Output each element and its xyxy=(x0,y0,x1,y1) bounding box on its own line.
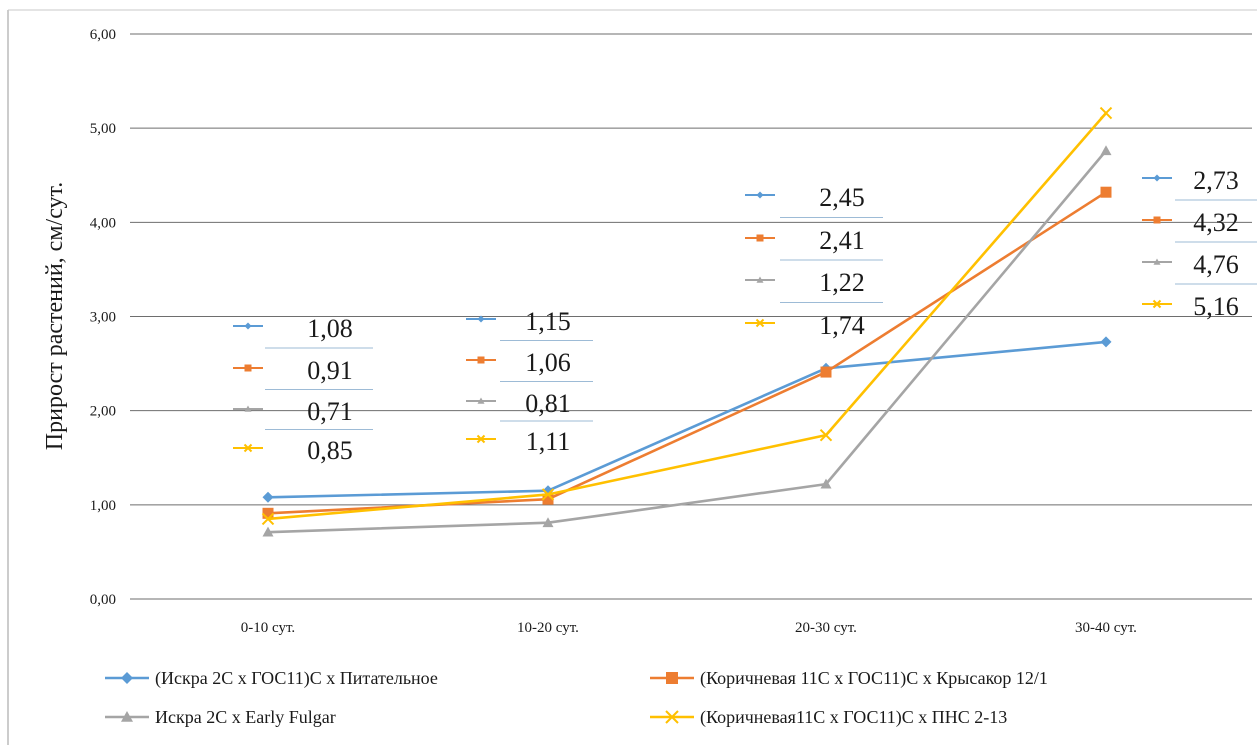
data-label: 1,11 xyxy=(526,427,571,456)
data-point xyxy=(757,192,764,199)
data-label: 2,45 xyxy=(819,183,865,212)
data-point xyxy=(1101,336,1112,347)
data-point xyxy=(263,492,274,503)
data-point xyxy=(1101,108,1112,119)
data-point xyxy=(821,367,832,378)
y-tick-label: 5,00 xyxy=(90,121,116,137)
data-label: 0,91 xyxy=(307,356,353,385)
data-label: 0,81 xyxy=(525,389,571,418)
data-label: 1,22 xyxy=(819,268,865,297)
data-label: 0,85 xyxy=(307,436,353,465)
data-point xyxy=(245,365,252,372)
legend-label: (Коричневая 11С х ГОС11)С х Крысакор 12/… xyxy=(700,668,1048,689)
data-label: 1,15 xyxy=(525,307,571,336)
data-label: 1,74 xyxy=(819,311,865,340)
series-line xyxy=(268,342,1106,497)
data-label: 4,76 xyxy=(1193,250,1239,279)
y-tick-label: 1,00 xyxy=(90,498,116,514)
y-tick-label: 3,00 xyxy=(90,310,116,326)
data-label: 1,08 xyxy=(307,314,353,343)
x-tick-label: 30-40 сут. xyxy=(1075,620,1137,636)
data-point xyxy=(757,235,764,242)
y-tick-label: 4,00 xyxy=(90,215,116,231)
legend-item: Искра 2С х Early Fulgar xyxy=(105,707,336,727)
data-point xyxy=(1154,175,1161,182)
legend-item: (Коричневая11С х ГОС11)С х ПНС 2-13 xyxy=(650,707,1007,728)
data-point xyxy=(1101,145,1112,155)
y-tick-label: 6,00 xyxy=(90,27,116,43)
legend-label: (Искра 2С х ГОС11)С х Питательное xyxy=(155,668,438,689)
data-point xyxy=(245,323,252,330)
x-tick-label: 0-10 сут. xyxy=(241,620,295,636)
x-tick-label: 10-20 сут. xyxy=(517,620,579,636)
legend-label: (Коричневая11С х ГОС11)С х ПНС 2-13 xyxy=(700,707,1007,728)
y-tick-label: 2,00 xyxy=(90,404,116,420)
x-tick-label: 20-30 сут. xyxy=(795,620,857,636)
data-label: 2,41 xyxy=(819,226,865,255)
data-point xyxy=(121,672,133,684)
data-label: 4,32 xyxy=(1193,208,1239,237)
data-point xyxy=(263,508,274,519)
data-label: 0,71 xyxy=(307,397,353,426)
data-label: 2,73 xyxy=(1193,166,1239,195)
y-tick-label: 0,00 xyxy=(90,592,116,608)
data-point xyxy=(478,357,485,364)
y-axis-title: Прирост растений, см/сут. xyxy=(42,182,68,450)
legend-item: (Искра 2С х ГОС11)С х Питательное xyxy=(105,668,438,689)
data-label: 5,16 xyxy=(1193,292,1239,321)
data-point xyxy=(666,672,678,684)
data-point xyxy=(1154,217,1161,224)
data-label: 1,06 xyxy=(525,348,571,377)
data-point xyxy=(1101,187,1112,198)
legend-item: (Коричневая 11С х ГОС11)С х Крысакор 12/… xyxy=(650,668,1048,689)
series-line xyxy=(268,151,1106,532)
legend-label: Искра 2С х Early Fulgar xyxy=(155,707,336,727)
